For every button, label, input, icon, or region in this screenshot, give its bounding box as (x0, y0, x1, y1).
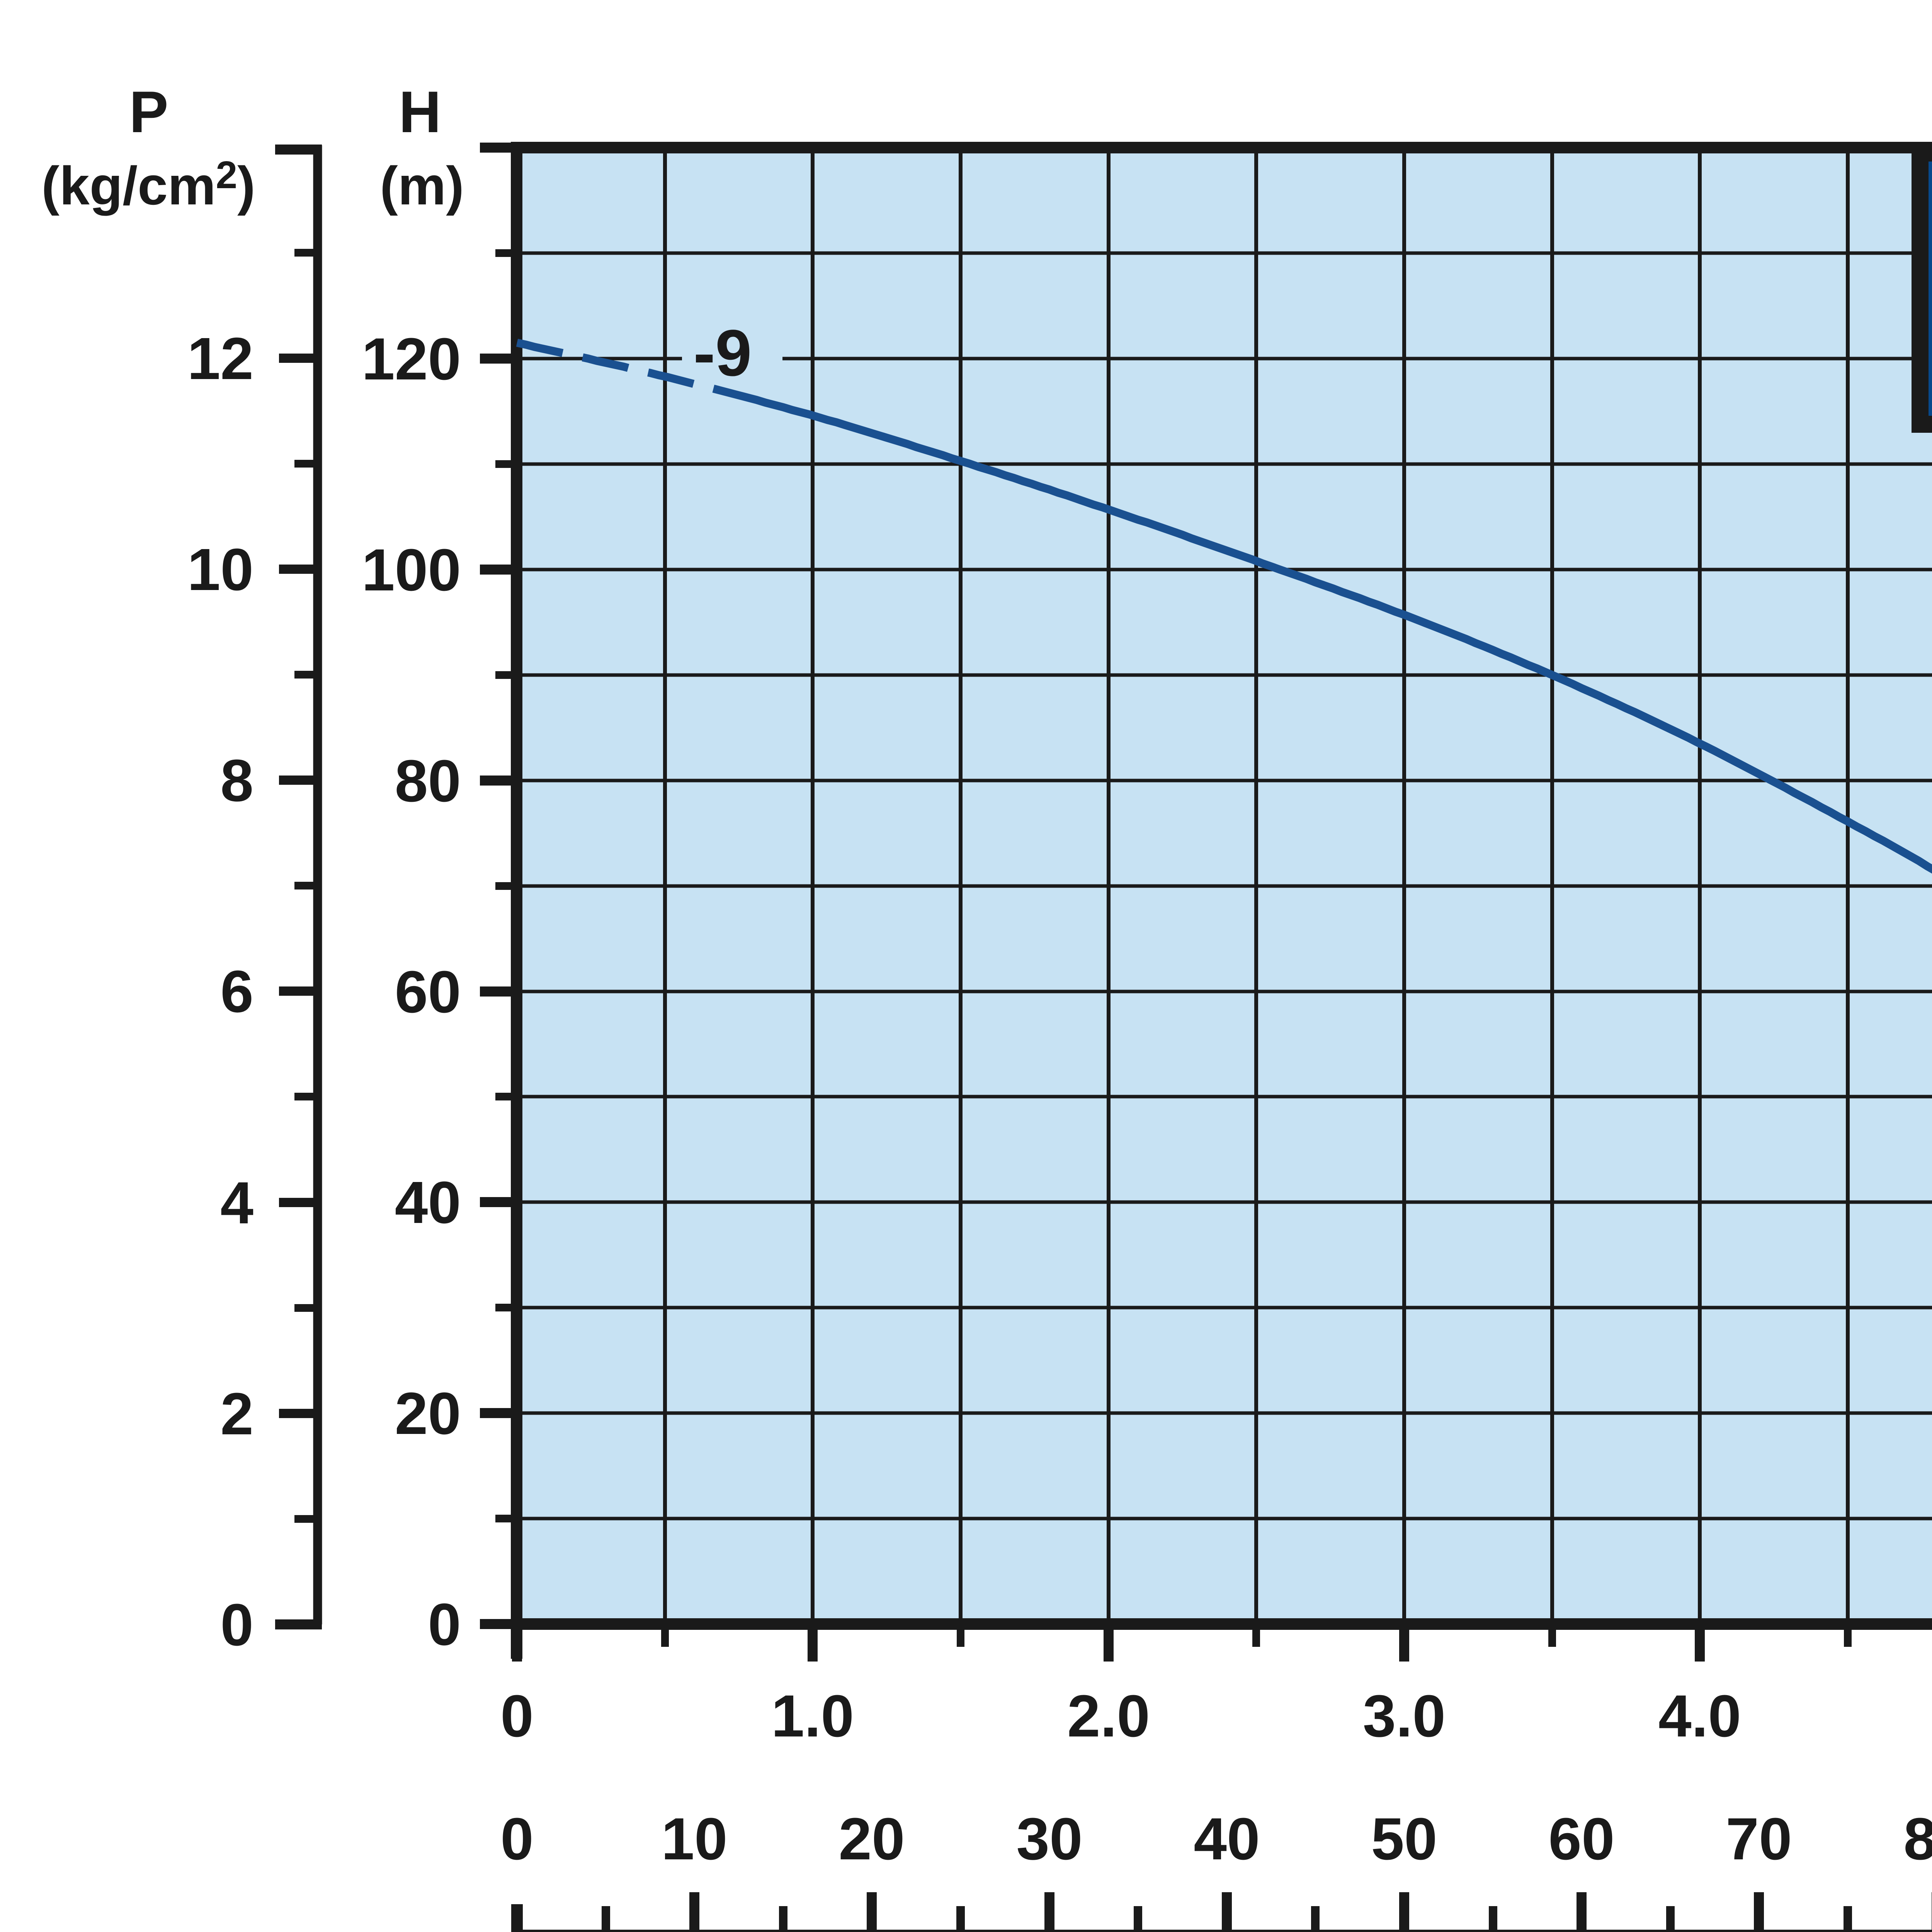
svg-text:120: 120 (362, 326, 461, 392)
svg-text:0: 0 (500, 1806, 534, 1872)
svg-text:70: 70 (1726, 1806, 1792, 1872)
svg-text:10: 10 (187, 536, 253, 603)
svg-text:40: 40 (1194, 1806, 1260, 1872)
svg-text:1.0: 1.0 (771, 1683, 854, 1749)
svg-text:100: 100 (362, 537, 461, 603)
svg-text:4.0: 4.0 (1658, 1683, 1741, 1749)
svg-text:0: 0 (428, 1591, 461, 1658)
svg-text:10: 10 (661, 1806, 727, 1872)
svg-text:80: 80 (395, 748, 461, 814)
svg-text:H: H (399, 79, 441, 145)
svg-text:60: 60 (1548, 1806, 1614, 1872)
svg-text:8: 8 (220, 747, 253, 814)
svg-text:0: 0 (220, 1592, 253, 1658)
svg-text:2.0: 2.0 (1067, 1683, 1150, 1749)
svg-text:80: 80 (1903, 1806, 1932, 1872)
svg-text:4: 4 (220, 1170, 253, 1236)
svg-text:12: 12 (187, 325, 253, 392)
svg-text:30: 30 (1016, 1806, 1082, 1872)
svg-text:20: 20 (838, 1806, 905, 1872)
svg-text:50: 50 (1371, 1806, 1437, 1872)
svg-text:3.0: 3.0 (1363, 1683, 1446, 1749)
svg-text:-9: -9 (693, 316, 752, 390)
svg-text:60: 60 (395, 959, 461, 1025)
svg-text:20: 20 (395, 1380, 461, 1447)
svg-text:2: 2 (220, 1381, 253, 1447)
svg-text:0: 0 (500, 1683, 534, 1749)
svg-text:40: 40 (395, 1169, 461, 1236)
svg-text:6: 6 (220, 958, 253, 1025)
svg-text:(m): (m) (380, 155, 464, 216)
svg-text:P: P (129, 79, 168, 145)
svg-text:(kg/cm2): (kg/cm2) (41, 153, 255, 216)
